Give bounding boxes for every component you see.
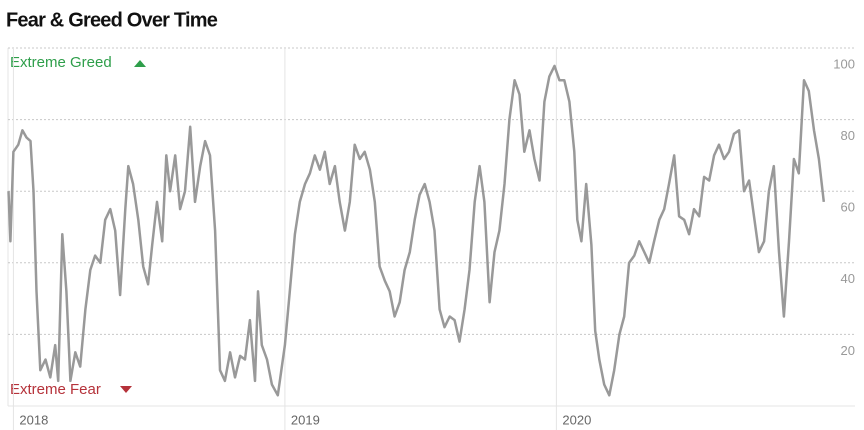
- down-arrow: [120, 386, 132, 393]
- y-tick-label: 60: [841, 200, 855, 215]
- greed-label: Extreme Greed: [10, 54, 112, 71]
- x-tick-label: 2018: [19, 412, 48, 427]
- chart-title: Fear & Greed Over Time: [6, 9, 218, 31]
- y-tick-label: 20: [841, 343, 855, 358]
- x-tick-label: 2019: [291, 412, 320, 427]
- x-tick-label: 2020: [562, 412, 591, 427]
- fear-label: Extreme Fear: [10, 381, 101, 398]
- y-tick-label: 40: [841, 271, 855, 286]
- y-tick-label: 80: [841, 128, 855, 143]
- index-line: [7, 64, 826, 397]
- up-arrow: [134, 60, 146, 67]
- y-tick-label: 100: [833, 56, 855, 71]
